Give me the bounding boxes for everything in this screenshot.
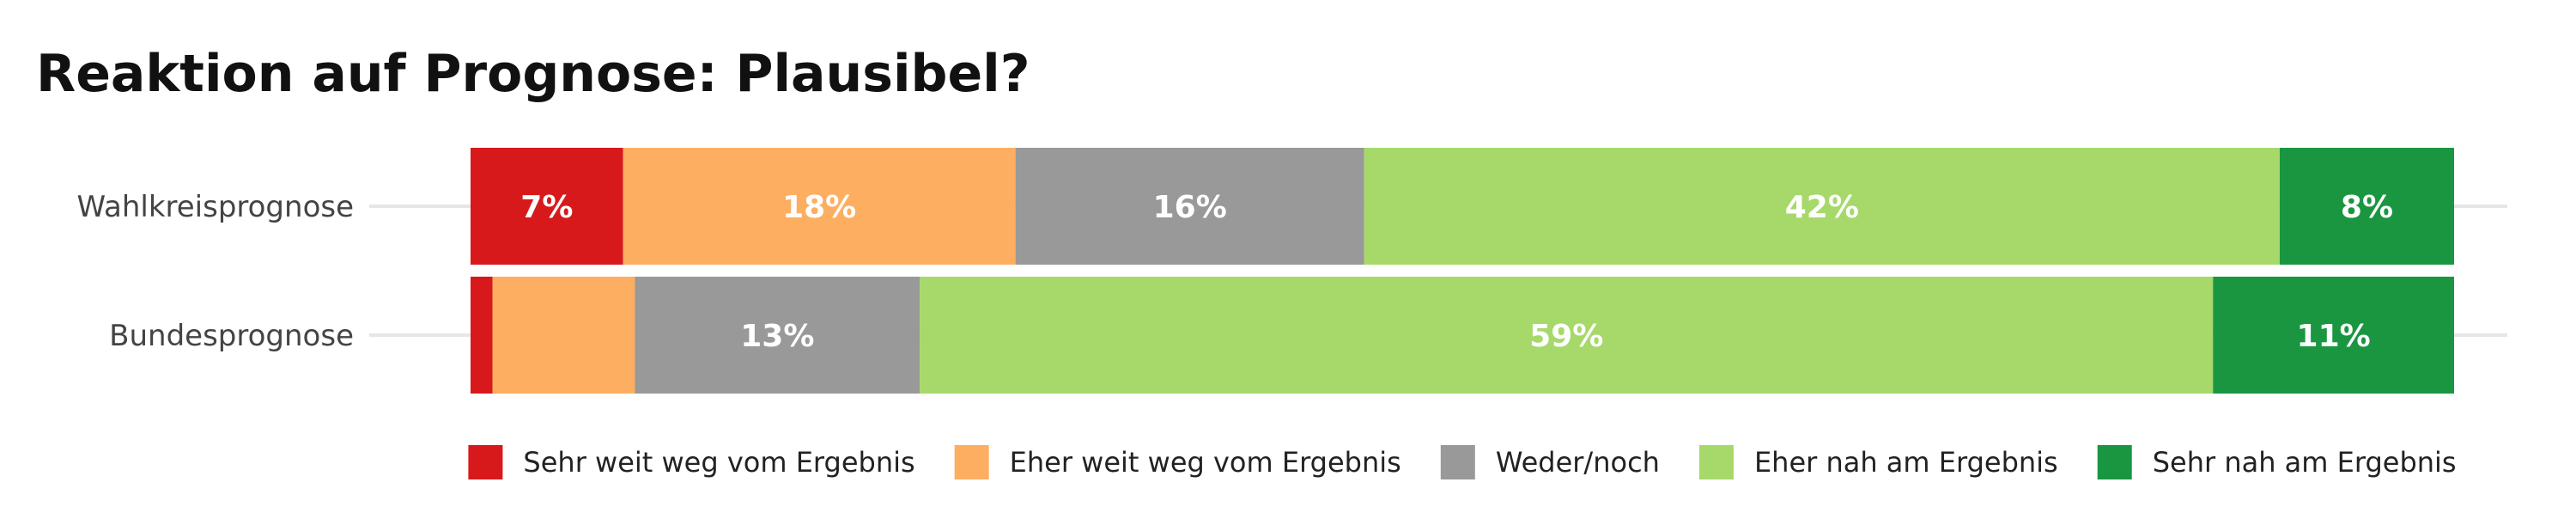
bar-value-label: 42% xyxy=(1785,190,1859,225)
legend-item: Sehr weit weg vom Ergebnis xyxy=(468,445,915,479)
bar-segment xyxy=(2213,277,2454,394)
legend-swatch xyxy=(1440,445,1475,479)
category-label: Wahlkreisprognose xyxy=(77,190,354,224)
bar-value-label: 13% xyxy=(740,319,814,354)
bar-labels: 7% 18% 16% 42% 8% 13% 59% 11% xyxy=(520,190,2393,354)
legend-swatch xyxy=(468,445,503,479)
bar-value-label: 7% xyxy=(520,190,573,225)
bar-segment xyxy=(471,148,623,265)
bar-value-label: 59% xyxy=(1529,319,1603,354)
bar-segment xyxy=(920,277,2214,394)
legend-item: Eher weit weg vom Ergebnis xyxy=(954,445,1401,479)
bar-value-label: 18% xyxy=(782,190,856,225)
chart-title: Reaktion auf Prognose: Plausibel? xyxy=(36,44,1030,104)
legend-label: Eher weit weg vom Ergebnis xyxy=(1010,446,1401,479)
legend-item: Eher nah am Ergebnis xyxy=(1698,445,2058,479)
bar-segment xyxy=(492,277,635,394)
legend-swatch xyxy=(1698,445,1734,479)
bar-segment xyxy=(1364,148,2280,265)
legend: Sehr weit weg vom Ergebnis Eher weit weg … xyxy=(468,445,2457,479)
legend-swatch xyxy=(954,445,989,479)
bar-segment xyxy=(471,277,493,394)
bar-segment xyxy=(2279,148,2454,265)
legend-label: Sehr weit weg vom Ergebnis xyxy=(523,446,914,479)
legend-swatch xyxy=(2097,445,2132,479)
bar-value-label: 8% xyxy=(2341,190,2393,225)
bar-segment xyxy=(1015,148,1364,265)
legend-item: Sehr nah am Ergebnis xyxy=(2097,445,2457,479)
bar-value-label: 11% xyxy=(2297,319,2371,354)
legend-label: Eher nah am Ergebnis xyxy=(1754,446,2058,479)
bar-segment xyxy=(623,148,1016,265)
legend-label: Sehr nah am Ergebnis xyxy=(2153,446,2457,479)
legend-item: Weder/noch xyxy=(1440,445,1660,479)
bar-value-label: 16% xyxy=(1153,190,1227,225)
legend-label: Weder/noch xyxy=(1496,446,1660,479)
category-labels: Wahlkreisprognose Bundesprognose xyxy=(77,190,354,353)
category-label: Bundesprognose xyxy=(109,319,354,353)
bar-segment xyxy=(635,277,920,394)
bars xyxy=(471,148,2454,394)
